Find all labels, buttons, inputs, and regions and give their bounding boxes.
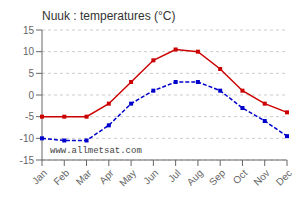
svg-text:May: May [117,167,138,188]
svg-text:Mar: Mar [74,167,94,187]
svg-text:15: 15 [23,25,35,36]
svg-text:Nov: Nov [251,167,271,187]
svg-text:Jul: Jul [166,167,183,184]
svg-text:-5: -5 [25,111,34,122]
svg-text:-15: -15 [20,155,35,166]
svg-text:10: 10 [23,46,35,57]
html-text:www.allmetsat.com: www.allmetsat.com [50,146,142,156]
svg-text:Aug: Aug [185,167,205,187]
svg-text:Jan: Jan [30,167,49,186]
svg-text:Jun: Jun [141,167,160,186]
svg-text:Dec: Dec [274,167,294,187]
svg-text:0: 0 [28,90,34,101]
svg-text:Oct: Oct [231,167,250,186]
html-text:Nuuk : temperatures (°C): Nuuk : temperatures (°C) [42,9,176,23]
svg-text:-10: -10 [20,133,35,144]
svg-text:Apr: Apr [97,167,116,186]
svg-text:Sep: Sep [207,167,228,188]
svg-text:5: 5 [28,68,34,79]
svg-text:Feb: Feb [51,167,71,187]
